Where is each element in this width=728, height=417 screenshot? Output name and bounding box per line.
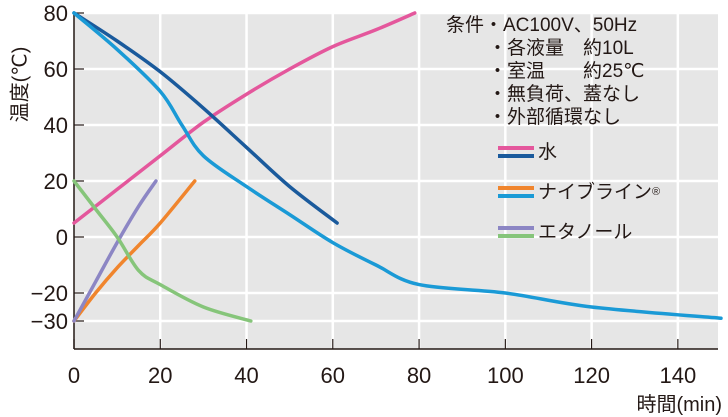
condition-2: ・室温 約25℃ <box>488 61 645 82</box>
legend-label: エタノール <box>538 221 633 243</box>
series-line-0 <box>72 11 417 225</box>
x-tick-label: 140 <box>660 363 697 388</box>
x-tick-label: 0 <box>68 363 80 388</box>
legend-item-nybrine: ナイブライン ® <box>498 175 660 209</box>
x-axis-label: 時間(min) <box>636 394 722 416</box>
y-tick-label: 60 <box>44 57 68 82</box>
legend-item-ethanol: エタノール <box>498 215 660 249</box>
legend-swatch <box>498 142 534 162</box>
condition-3: ・無負荷、蓋なし <box>488 84 641 105</box>
legend-label: ナイブライン <box>538 181 653 203</box>
series-line-4 <box>72 179 158 323</box>
condition-0: 条件・AC100V、50Hz <box>446 15 638 36</box>
series-line-2 <box>72 11 723 320</box>
x-tick-label: 60 <box>321 363 345 388</box>
legend-item-water: 水 <box>498 135 660 169</box>
x-tick-label: 80 <box>407 363 431 388</box>
condition-1: ・各液量 約10L <box>488 38 634 59</box>
series-line-1 <box>72 11 339 225</box>
series-line-5 <box>72 179 253 323</box>
legend-swatch <box>498 182 534 202</box>
x-tick-label: 120 <box>573 363 610 388</box>
registered-mark: ® <box>652 185 661 198</box>
y-axis-label: 温度(℃) <box>9 46 32 123</box>
legend-swatch <box>498 222 534 242</box>
legend-label: 水 <box>538 141 558 163</box>
x-tick-label: 20 <box>148 363 172 388</box>
x-tick-label: 40 <box>234 363 258 388</box>
y-tick-label: −30 <box>31 309 68 334</box>
legend: 条件・AC100V、50Hz ・各液量 約10L ・室温 約25℃ ・無負荷、蓋… <box>446 14 660 249</box>
y-tick-label: −20 <box>31 281 68 306</box>
y-tick-label: 0 <box>56 225 68 250</box>
condition-4: ・外部循環なし <box>488 107 622 128</box>
y-tick-label: 80 <box>44 1 68 26</box>
x-tick-label: 100 <box>487 363 524 388</box>
y-tick-label: 20 <box>44 169 68 194</box>
y-tick-label: 40 <box>44 113 68 138</box>
